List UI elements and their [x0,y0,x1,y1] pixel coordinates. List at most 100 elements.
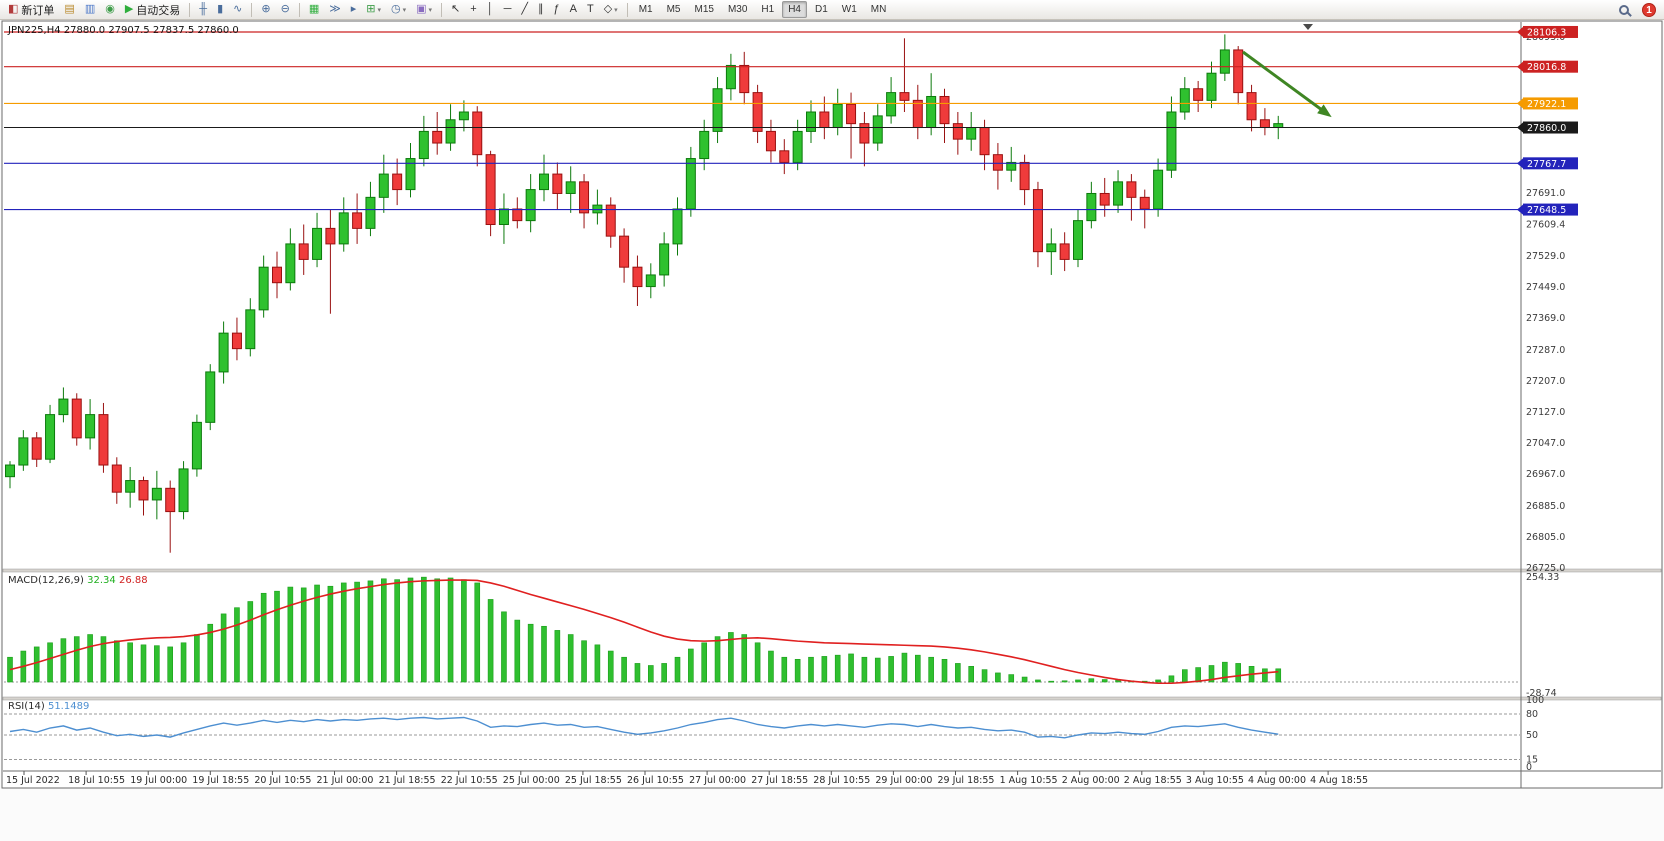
dropdown-arrow-icon: ▾ [614,6,618,14]
panel-splitter-macd[interactable] [2,568,1662,573]
timeframe-mn-button[interactable]: MN [870,4,887,15]
trend-arrow[interactable] [1242,50,1323,112]
macd-histogram-bar [981,669,988,683]
time-axis-label: 22 Jul 10:55 [441,775,498,786]
time-axis-label: 21 Jul 18:55 [379,775,436,786]
candle [312,227,323,260]
candle [1046,243,1057,253]
text-label-button[interactable]: T [583,1,598,18]
timeframe-d1-button[interactable]: D1 [815,4,828,15]
main-toolbar: ◧ 新订单 ▤ ▥ ◉ ▶ 自动交易 ╫ ▮ ∿ ⊕ ⊖ ▦ ≫ ▸ ⊞ ▾ ◷ ▾ ▣ ▾ ↖ + │ ─ ╱ ∥ ƒ A T ◇ ▾ M1 M… [0,0,1664,20]
candle [552,173,563,194]
time-axis-label: 2 Aug 00:00 [1062,775,1120,786]
toolbar-separator [251,2,253,17]
toolbar-buttons: ◧ 新订单 ▤ ▥ ◉ ▶ 自动交易 ╫ ▮ ∿ ⊕ ⊖ ▦ ≫ ▸ ⊞ ▾ ◷ ▾ ▣ ▾ ↖ + │ ─ ╱ ∥ ƒ A T ◇ ▾ M1 M… [3,1,1661,18]
market-watch-button[interactable]: ▤ [60,1,78,18]
candle [1086,192,1097,222]
time-axis-label: 18 Jul 10:55 [68,775,125,786]
time-axis-label: 4 Aug 00:00 [1248,775,1306,786]
autotrading-label: 自动交易 [136,4,181,17]
time-axis-label: 19 Jul 00:00 [130,775,187,786]
period-button[interactable]: ◷ ▾ [387,1,410,18]
text-icon: A [569,3,577,15]
macd-histogram-bar [1021,676,1028,683]
candle [1113,181,1124,206]
bar-chart-icon: ╫ [199,3,208,15]
line-chart-button[interactable]: ∿ [229,1,246,18]
candle [645,274,656,288]
candle [939,95,950,125]
timeframe-m30-button[interactable]: M30 [727,4,748,15]
candle [952,123,963,140]
macd-histogram-bar [287,586,294,683]
autotrading-button[interactable]: ▶ 自动交易 [121,1,184,18]
horizontal-line-button[interactable]: ─ [500,1,516,18]
fibonacci-button[interactable]: ƒ [550,1,564,18]
timeframe-h1-button[interactable]: H1 [761,4,775,15]
timeframe-m5-button[interactable]: M5 [666,4,681,15]
timeframe-w1-button[interactable]: W1 [841,4,857,15]
candle [846,103,857,125]
tile-windows-button[interactable]: ▦ [305,1,323,18]
new-chart-icon: ⊞ [366,3,376,15]
new-order-icon: ◧ [8,3,19,15]
trendline-button[interactable]: ╱ [517,1,532,18]
template-button[interactable]: ▣ ▾ [412,1,436,18]
crosshair-button[interactable]: + [466,1,480,18]
cursor-button[interactable]: ↖ [447,1,464,18]
panel-splitter-rsi[interactable] [2,696,1662,701]
candle [378,173,389,198]
macd-histogram-bar [434,578,441,683]
price-axis-label: 26725.0 [1526,563,1565,574]
price-badge-pointer [1517,26,1523,37]
timeframe-m15-button[interactable]: M15 [694,4,714,15]
price-badge [1523,97,1578,110]
candlestick-chart-button[interactable]: ▮ [213,1,227,18]
time-axis-label: 2 Aug 18:55 [1124,775,1182,786]
text-button[interactable]: A [566,1,581,18]
candle [1073,220,1083,260]
candle [285,243,296,284]
vertical-line-button[interactable]: │ [483,1,498,18]
search-button[interactable] [1615,2,1633,19]
candle [565,181,576,194]
candle [579,181,590,214]
data-window-button[interactable]: ▥ [81,1,99,18]
timeframe-m1-button[interactable]: M1 [638,4,653,15]
rsi-axis-label: 50 [1526,730,1538,741]
macd-histogram-bar [794,658,801,683]
candle [1233,49,1244,94]
new-chart-button[interactable]: ⊞ ▾ [362,1,385,18]
chart-shift-marker[interactable] [1303,24,1313,30]
rsi-axis-label: 0 [1526,762,1532,773]
zoom-in-button[interactable]: ⊕ [257,1,274,18]
timeframe-h4-button[interactable]: H4 [782,1,807,18]
macd-histogram-bar [1168,675,1175,683]
price-axis-label: 26967.0 [1526,469,1565,480]
macd-histogram-bar [567,634,574,683]
time-axis-label: 4 Aug 18:55 [1310,775,1368,786]
dropdown-arrow-icon: ▾ [377,6,381,14]
macd-histogram-bar [1008,674,1015,683]
candle [338,212,349,245]
candle [886,92,897,117]
notification-badge[interactable]: 1 [1642,3,1656,17]
chart-canvas[interactable]: JPN225,H4 27880.0 27907.5 27837.5 27860.… [0,20,1664,841]
arrows-button[interactable]: ◇ ▾ [600,1,622,18]
candle [1166,111,1177,171]
chart-shift-button[interactable]: ▸ [347,1,361,18]
candle [966,127,977,140]
new-order-button[interactable]: ◧ 新订单 [4,1,58,18]
macd-histogram-bar [554,630,561,683]
candle [992,154,1003,171]
price-axis-label: 27287.0 [1526,345,1565,356]
macd-histogram-bar [300,587,307,683]
price-badge [1523,121,1578,134]
navigator-button[interactable]: ◉ [101,1,119,18]
bar-chart-button[interactable]: ╫ [195,1,211,18]
period-icon: ◷ [391,3,401,15]
auto-scroll-icon: ≫ [329,3,341,15]
zoom-out-button[interactable]: ⊖ [277,1,294,18]
equidistant-channel-button[interactable]: ∥ [534,1,548,18]
auto-scroll-button[interactable]: ≫ [325,1,345,18]
